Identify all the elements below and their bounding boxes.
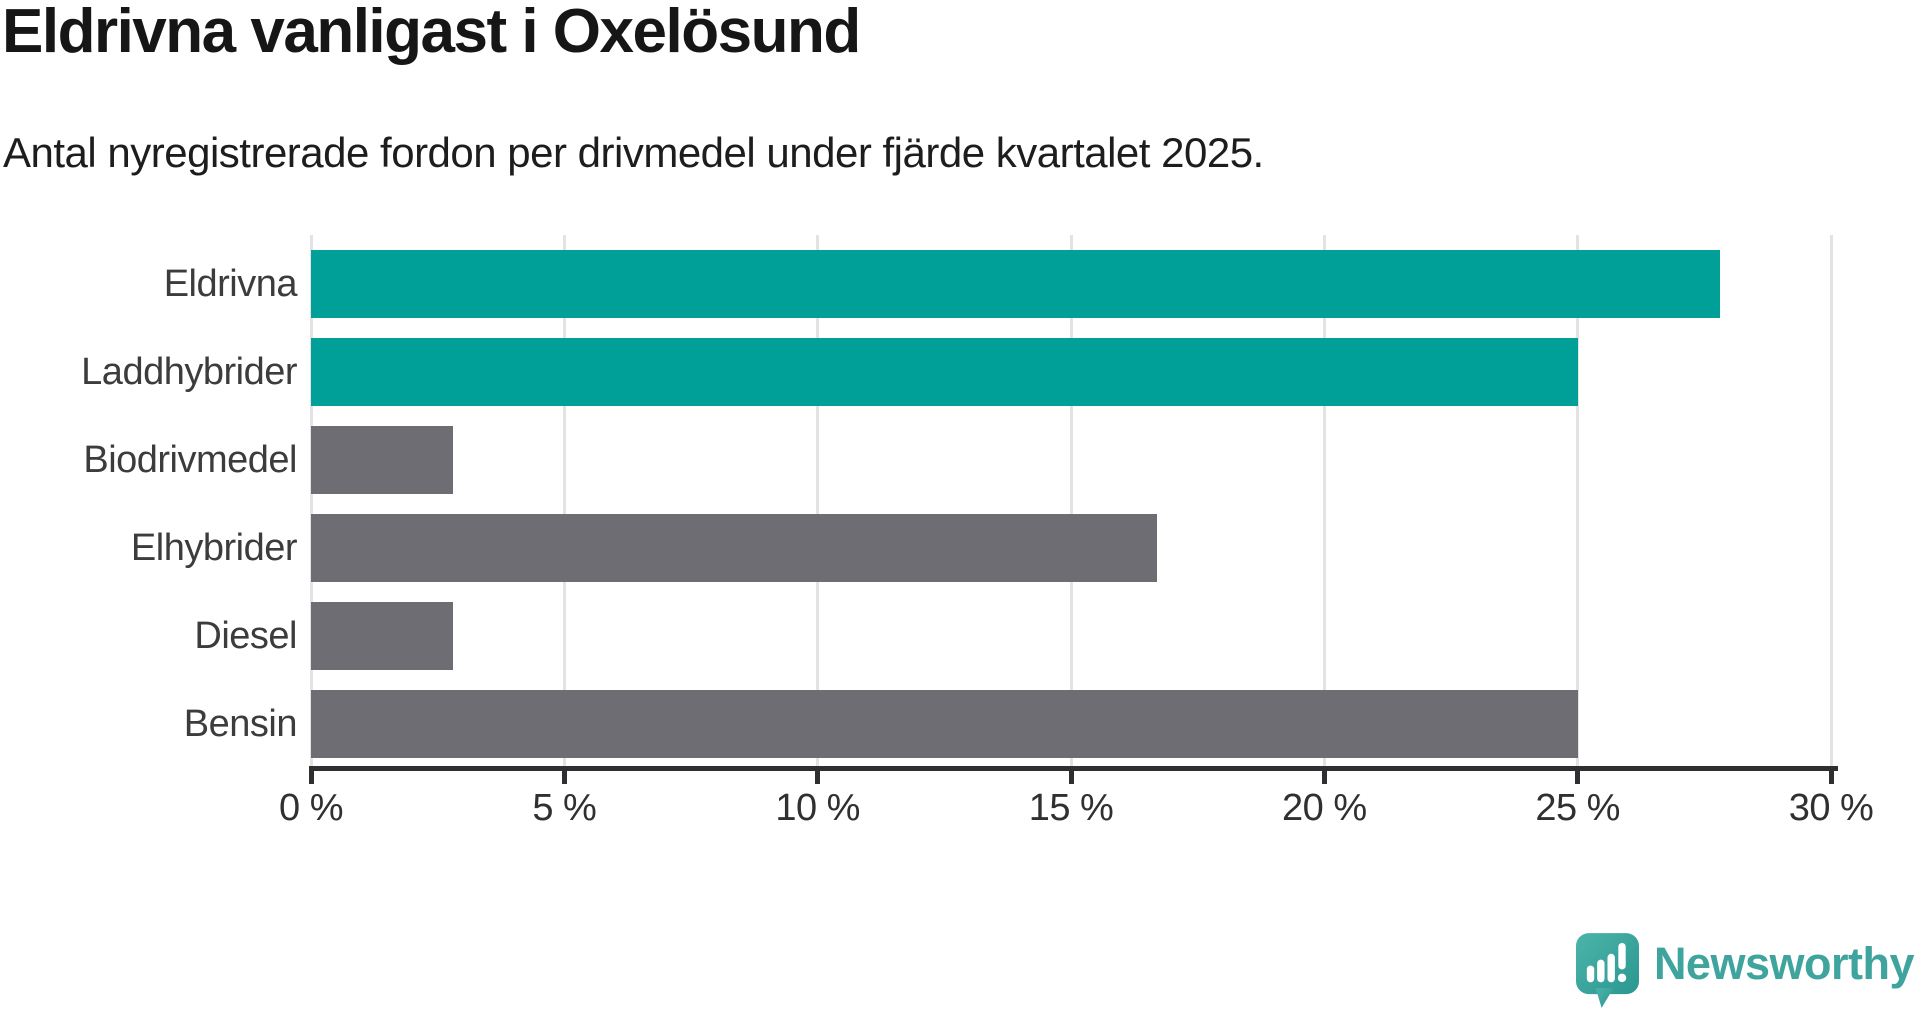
- gridline-10%: [816, 235, 820, 768]
- newsworthy-logo: Newsworthy: [1575, 933, 1915, 1008]
- x-axis-tick: [308, 766, 314, 784]
- x-axis-tick-label: 0 %: [279, 787, 343, 829]
- plot-area: [309, 235, 1880, 768]
- newsworthy-icon: [1575, 933, 1639, 1008]
- gridline-20%: [1322, 235, 1326, 768]
- chart-title: Eldrivna vanligast i Oxelösund: [2, 0, 861, 66]
- chart-subtitle: Antal nyregistrerade fordon per drivmede…: [3, 129, 1264, 176]
- x-axis-tick-label: 10 %: [775, 787, 860, 829]
- bar-biodrivmedel: [311, 426, 453, 494]
- gridline-15%: [1069, 235, 1073, 768]
- newsworthy-logo-text: Newsworthy: [1653, 937, 1915, 989]
- bar-laddhybrider: [311, 338, 1578, 406]
- gridline-0%: [309, 235, 313, 768]
- x-axis-tick: [1575, 766, 1581, 784]
- bar-elhybrider: [311, 514, 1158, 582]
- y-axis-label-biodrivmedel: Biodrivmedel: [83, 438, 297, 481]
- gridline-30%: [1829, 235, 1833, 768]
- bar-eldrivna: [311, 250, 1720, 318]
- y-axis-label-laddhybrider: Laddhybrider: [81, 350, 297, 393]
- y-axis-label-diesel: Diesel: [194, 614, 297, 657]
- x-axis-tick: [561, 766, 567, 784]
- gridline-25%: [1576, 235, 1580, 768]
- x-axis-line: [311, 766, 1838, 771]
- y-axis-label-elhybrider: Elhybrider: [130, 526, 298, 569]
- y-axis-label-eldrivna: Eldrivna: [163, 262, 298, 305]
- bar-diesel: [311, 602, 453, 670]
- gridline-5%: [562, 235, 566, 768]
- x-axis-tick-label: 20 %: [1282, 787, 1367, 829]
- x-axis-tick-label: 25 %: [1535, 787, 1620, 829]
- x-axis-tick-label: 5 %: [532, 787, 597, 829]
- x-axis-tick-label: 30 %: [1788, 787, 1874, 829]
- x-axis-tick-label: 15 %: [1028, 787, 1114, 829]
- y-axis-label-bensin: Bensin: [183, 702, 298, 745]
- x-axis-tick: [1321, 766, 1327, 784]
- bar-bensin: [311, 690, 1578, 758]
- x-axis-tick: [1068, 766, 1074, 784]
- x-axis-tick: [1828, 766, 1834, 784]
- x-axis-tick: [815, 766, 821, 784]
